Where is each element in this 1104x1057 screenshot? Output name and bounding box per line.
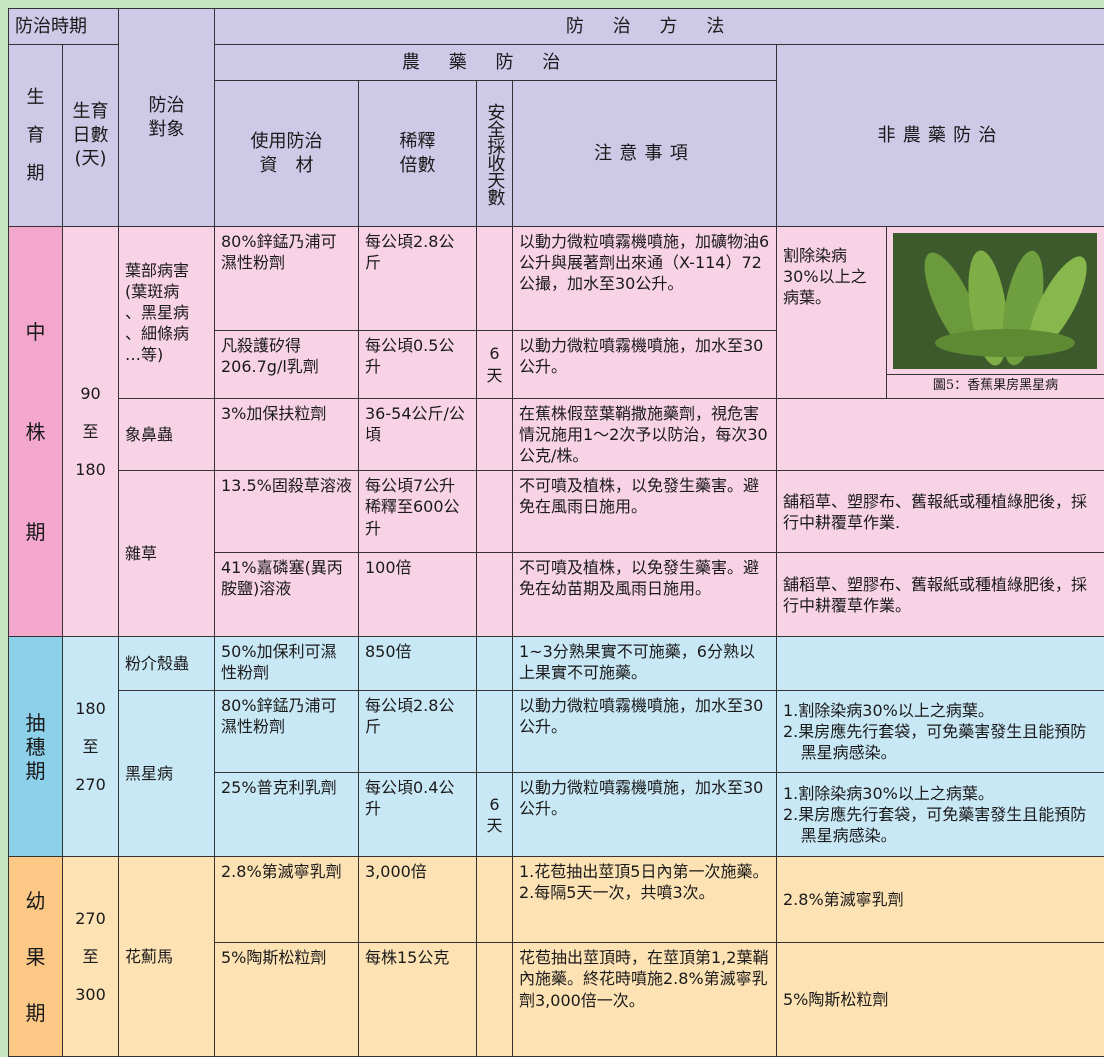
list-item: 2.果房應先行套袋，可免藥害發生且能預防黑星病感染。: [783, 721, 1098, 763]
list-item: 1.割除染病30%以上之病葉。: [783, 783, 1098, 804]
notes-cell: 以動力微粒噴霧機噴施，加礦物油6公升與展著劑出來通（X-114）72公撮，加水至…: [513, 227, 777, 331]
material-cell: 41%嘉磷塞(異丙胺鹽)溶液: [215, 553, 359, 637]
target-cell: 黑星病: [119, 691, 215, 857]
harvest-header: 安全採收天數: [477, 81, 513, 227]
harvest-cell: [477, 637, 513, 691]
days-cell: 270 至 300: [63, 857, 119, 1057]
target-cell: 雜草: [119, 471, 215, 637]
harvest-cell: 6 天: [477, 331, 513, 399]
banana-photo: [893, 233, 1097, 369]
dilution-header: 稀釋 倍數: [359, 81, 477, 227]
material-cell: 25%普克利乳劑: [215, 773, 359, 857]
notes-cell: 以動力微粒噴霧機噴施，加水至30公升。: [513, 773, 777, 857]
harvest-cell: [477, 399, 513, 471]
image-caption: 圖5：香蕉果房黑星病: [887, 374, 1104, 394]
notes-cell: 1.花苞抽出莖頂5日內第一次施藥。2.每隔5天一次，共噴3次。: [513, 857, 777, 943]
image-cell: 圖5：香蕉果房黑星病: [887, 227, 1104, 399]
dilution-cell: 每公頃0.5公升: [359, 331, 477, 399]
material-cell: 50%加保利可濕性粉劑: [215, 637, 359, 691]
non-pesticide-cell: 1.割除染病30%以上之病葉。2.果房應先行套袋，可免藥害發生且能預防黑星病感染…: [777, 691, 1104, 773]
harvest-cell: [477, 471, 513, 553]
stage-header: 生 育 期: [9, 45, 63, 227]
notes-header: 注意事項: [513, 81, 777, 227]
notes-cell: 1~3分熟果實不可施藥，6分熟以上果實不可施藥。: [513, 637, 777, 691]
list-item: 2.每隔5天一次，共噴3次。: [519, 882, 770, 903]
dilution-cell: 100倍: [359, 553, 477, 637]
period-header: 防治時期: [9, 9, 119, 45]
dilution-cell: 每株15公克: [359, 943, 477, 1057]
stage-cell: 中 株 期: [9, 227, 63, 637]
dilution-cell: 每公頃2.8公斤: [359, 691, 477, 773]
material-cell: 80%鋅錳乃浦可濕性粉劑: [215, 227, 359, 331]
notes-cell: 不可噴及植株，以免發生藥害。避免在幼苗期及風雨日施用。: [513, 553, 777, 637]
material-cell: 凡殺護矽得206.7g/l乳劑: [215, 331, 359, 399]
dilution-cell: 36-54公斤/公頃: [359, 399, 477, 471]
target-cell: 象鼻蟲: [119, 399, 215, 471]
non-pesticide-cell: [777, 399, 1104, 471]
notes-cell: 在蕉株假莖葉鞘撒施藥劑，視危害情況施用1～2次予以防治，每次30公克/株。: [513, 399, 777, 471]
table-wrap: 防治時期 防治 對象 防治方法 生 育 期 生育 日數 (天) 農藥防治 非農藥…: [8, 8, 1104, 1056]
harvest-cell: [477, 943, 513, 1057]
photo-shape: [935, 329, 1075, 357]
dilution-cell: 850倍: [359, 637, 477, 691]
list-item: 1.花苞抽出莖頂5日內第一次施藥。: [519, 861, 770, 882]
harvest-cell: 6 天: [477, 773, 513, 857]
dilution-cell: 3,000倍: [359, 857, 477, 943]
methods-text: 防治方法: [566, 16, 753, 37]
harvest-cell: [477, 857, 513, 943]
material-cell: 3%加保扶粒劑: [215, 399, 359, 471]
non-pesticide-text: 非農藥防治: [878, 125, 1004, 146]
material-cell: 2.8%第滅寧乳劑: [215, 857, 359, 943]
list-item: 1.割除染病30%以上之病葉。: [783, 700, 1098, 721]
non-pesticide-cell: [777, 637, 1104, 691]
target-header: 防治 對象: [119, 9, 215, 227]
pesticide-header: 農藥防治: [215, 45, 777, 81]
pesticide-text: 農藥防治: [402, 52, 589, 73]
days-cell: 90 至 180: [63, 227, 119, 637]
target-cell: 葉部病害 (葉斑病 、黑星病 、細條病 …等): [119, 227, 215, 399]
non-pesticide-cell: 1.割除染病30%以上之病葉。2.果房應先行套袋，可免藥害發生且能預防黑星病感染…: [777, 773, 1104, 857]
notes-cell: 以動力微粒噴霧機噴施，加水至30公升。: [513, 331, 777, 399]
harvest-cell: [477, 553, 513, 637]
dilution-cell: 每公頃7公升稀釋至600公升: [359, 471, 477, 553]
material-cell: 5%陶斯松粒劑: [215, 943, 359, 1057]
non-pesticide-cell: 舖稻草、塑膠布、舊報紙或種植綠肥後，採行中耕覆草作業。: [777, 553, 1104, 637]
harvest-cell: [477, 691, 513, 773]
non-pesticide-cell: 2.8%第滅寧乳劑: [777, 857, 1104, 943]
days-header: 生育 日數 (天): [63, 45, 119, 227]
dilution-cell: 每公頃0.4公升: [359, 773, 477, 857]
notes-cell: 不可噴及植株，以免發生藥害。避免在風雨日施用。: [513, 471, 777, 553]
stage-cell: 幼 果 期: [9, 857, 63, 1057]
dilution-cell: 每公頃2.8公斤: [359, 227, 477, 331]
days-cell: 180 至 270: [63, 637, 119, 857]
notes-cell: 花苞抽出莖頂時，在莖頂第1,2葉鞘內施藥。終花時噴施2.8%第滅寧乳劑3,000…: [513, 943, 777, 1057]
non-pesticide-cell: 舖稻草、塑膠布、舊報紙或種植綠肥後，採行中耕覆草作業.: [777, 471, 1104, 553]
material-header: 使用防治 資 材: [215, 81, 359, 227]
list-item: 2.果房應先行套袋，可免藥害發生且能預防黑星病感染。: [783, 804, 1098, 846]
non-pesticide-cell: 5%陶斯松粒劑: [777, 943, 1104, 1057]
material-cell: 13.5%固殺草溶液: [215, 471, 359, 553]
target-cell: 花薊馬: [119, 857, 215, 1057]
stage-cell: 抽 穗 期: [9, 637, 63, 857]
header-row: 防治時期 防治 對象 防治方法: [9, 9, 1104, 45]
harvest-cell: [477, 227, 513, 331]
non-pesticide-header: 非農藥防治: [777, 45, 1104, 227]
notes-cell: 以動力微粒噴霧機噴施，加水至30公升。: [513, 691, 777, 773]
non-pesticide-cell: 割除染病30%以上之病葉。: [777, 227, 887, 399]
methods-header: 防治方法: [215, 9, 1104, 45]
control-table: 防治時期 防治 對象 防治方法 生 育 期 生育 日數 (天) 農藥防治 非農藥…: [8, 8, 1104, 1057]
target-cell: 粉介殼蟲: [119, 637, 215, 691]
material-cell: 80%鋅錳乃浦可濕性粉劑: [215, 691, 359, 773]
